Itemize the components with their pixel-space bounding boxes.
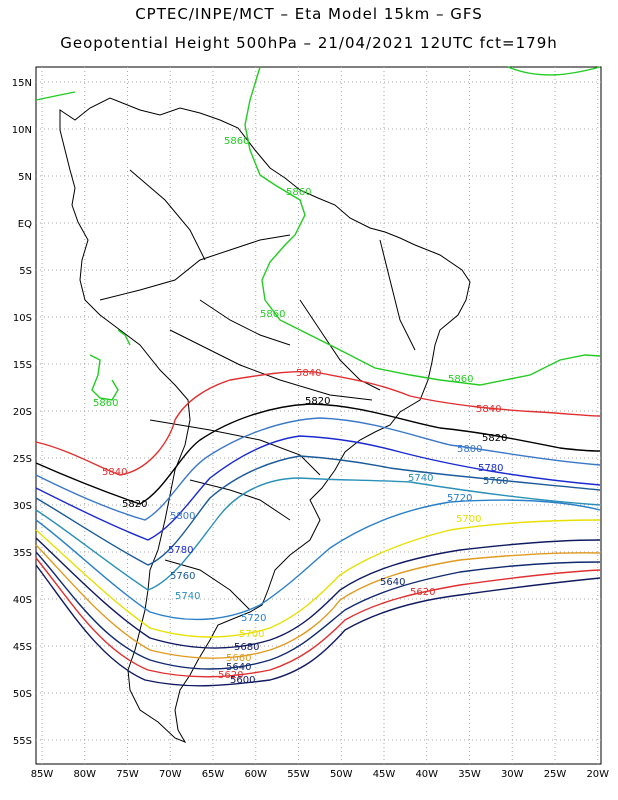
- lat-tick-label: 25S: [13, 454, 32, 465]
- contour-label: 5760: [170, 571, 195, 582]
- lat-tick-label: EQ: [18, 219, 32, 230]
- contour-label: 5800: [170, 511, 195, 522]
- contour-label: 5820: [122, 499, 147, 510]
- contour-label: 5740: [408, 473, 433, 484]
- contour-5860-north: [507, 66, 601, 76]
- contour-labels: 5860 5860 5860 5860 5860 5840 5840 5840 …: [93, 136, 508, 686]
- lon-tick-label: 25W: [544, 769, 567, 780]
- contour-5680: [35, 537, 601, 649]
- contour-label: 5800: [457, 444, 482, 455]
- lat-tick-label: 30S: [13, 501, 32, 512]
- contour-5860-caribbean: [35, 66, 601, 386]
- lat-tick-label: 35S: [13, 548, 32, 559]
- contour-label: 5620: [410, 587, 435, 598]
- contour-label: 5840: [102, 467, 127, 478]
- lat-tick-label: 15S: [13, 360, 32, 371]
- lon-tick-label: 60W: [244, 769, 267, 780]
- lat-tick-label: 20S: [13, 407, 32, 418]
- contour-label: 5720: [241, 613, 266, 624]
- lon-tick-label: 65W: [202, 769, 225, 780]
- contour-lines: [35, 66, 601, 687]
- lon-tick-label: 30W: [501, 769, 524, 780]
- contour-label: 5640: [226, 662, 251, 673]
- contour-5780: [35, 435, 601, 541]
- contour-5600: [35, 564, 601, 687]
- contour-label: 5860: [286, 187, 311, 198]
- contour-label: 5860: [448, 374, 473, 385]
- contour-label: 5820: [305, 396, 330, 407]
- contour-label: 5840: [296, 368, 321, 379]
- lon-tick-label: 20W: [586, 769, 609, 780]
- contour-5700: [35, 519, 601, 638]
- map-frame: [35, 66, 602, 765]
- contour-5800: [35, 417, 601, 521]
- contour-5820: [35, 403, 601, 505]
- lat-tick-label: 55S: [13, 736, 32, 747]
- contour-5620: [35, 557, 601, 678]
- contour-5860-small: [117, 329, 131, 346]
- contour-label: 5700: [239, 629, 264, 640]
- lon-tick-label: 45W: [373, 769, 396, 780]
- lon-tick-label: 35W: [458, 769, 481, 780]
- contour-label: 5660: [226, 653, 251, 664]
- lon-tick-label: 80W: [73, 769, 96, 780]
- lat-tick-label: 5S: [19, 266, 32, 277]
- contour-label: 5620: [218, 670, 243, 681]
- contour-label: 5840: [476, 404, 501, 415]
- contour-label: 5780: [168, 545, 193, 556]
- lon-tick-label: 50W: [330, 769, 353, 780]
- contour-label: 5700: [456, 514, 481, 525]
- lon-tick-label: 75W: [116, 769, 139, 780]
- contour-5720: [35, 499, 601, 621]
- map-title-line-1: CPTEC/INPE/MCT – Eta Model 15km – GFS: [135, 5, 483, 23]
- lon-tick-label: 40W: [415, 769, 438, 780]
- contour-label: 5760: [483, 476, 508, 487]
- contour-5740: [35, 477, 601, 591]
- contour-5660: [35, 544, 601, 659]
- contour-label: 5740: [175, 591, 200, 602]
- lat-tick-label: 45S: [13, 642, 32, 653]
- lat-tick-label: 50S: [13, 689, 32, 700]
- contour-5860-pacific: [89, 354, 119, 401]
- lat-tick-label: 5N: [18, 172, 32, 183]
- axis-tick-labels: 15N 10N 5N EQ 5S 10S 15S 20S 25S 30S 35S 40S 45S 50S 5…: [12, 78, 609, 780]
- coastlines: [59, 97, 471, 744]
- lat-tick-label: 40S: [13, 595, 32, 606]
- map-title-line-2: Geopotential Height 500hPa – 21/04/2021 …: [60, 34, 558, 52]
- contour-label: 5860: [260, 309, 285, 320]
- contour-5840: [35, 370, 601, 476]
- contour-label: 5780: [478, 463, 503, 474]
- lon-tick-label: 55W: [287, 769, 310, 780]
- contour-label: 5820: [482, 433, 507, 444]
- contour-5640: [35, 551, 601, 670]
- lon-tick-label: 70W: [159, 769, 182, 780]
- lon-tick-label: 85W: [31, 769, 54, 780]
- contour-label: 5720: [447, 493, 472, 504]
- contour-label: 5640: [380, 577, 405, 588]
- contour-5760: [35, 455, 601, 566]
- contour-label: 5680: [234, 642, 259, 653]
- lat-lon-grid: [36, 67, 601, 764]
- contour-label: 5600: [230, 675, 255, 686]
- contour-label: 5860: [224, 136, 249, 147]
- contour-label: 5860: [93, 398, 118, 409]
- lat-tick-label: 10N: [12, 125, 32, 136]
- lat-tick-label: 10S: [13, 313, 32, 324]
- lat-tick-label: 15N: [12, 78, 32, 89]
